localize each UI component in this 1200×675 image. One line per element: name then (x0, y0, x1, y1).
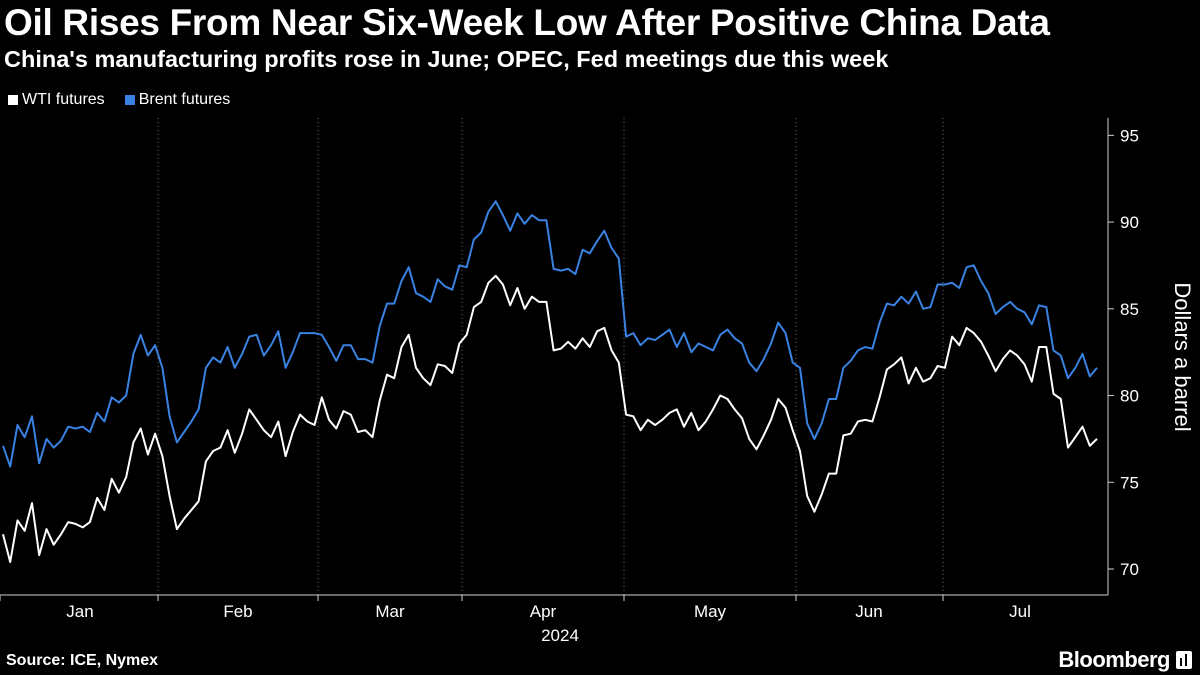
y-tick-label: 85 (1120, 300, 1139, 319)
x-year-label: 2024 (541, 626, 579, 645)
y-tick-label: 75 (1120, 473, 1139, 492)
y-tick-label: 95 (1120, 126, 1139, 145)
x-tick-label: May (694, 602, 727, 621)
legend-label-brent: Brent futures (138, 91, 231, 108)
y-tick-label: 90 (1120, 213, 1139, 232)
legend-item-brent: Brent futures (124, 91, 231, 109)
source-note: Source: ICE, Nymex (6, 652, 159, 669)
series-line-wti (2, 274, 1098, 563)
y-axis-title: Dollars a barrel (1170, 282, 1195, 431)
x-tick-label: Mar (375, 602, 405, 621)
bloomberg-logo: Bloomberg (1058, 647, 1192, 673)
legend-item-wti: WTI futures (8, 91, 105, 109)
x-tick-label: Jun (855, 602, 882, 621)
series-brent (2, 200, 1098, 468)
x-tick-label: Jan (66, 602, 93, 621)
legend-label-wti: WTI futures (22, 91, 105, 108)
legend-swatch-brent (124, 95, 135, 105)
series-line-brent (2, 200, 1098, 468)
y-tick-label: 70 (1120, 560, 1139, 579)
x-tick-label: Feb (223, 602, 252, 621)
chart-title: Oil Rises From Near Six-Week Low After P… (4, 2, 1050, 43)
y-tick-label: 80 (1120, 387, 1139, 406)
x-tick-label: Apr (530, 602, 557, 621)
bloomberg-mark-icon (1176, 651, 1192, 669)
legend: WTI futures Brent futures (8, 91, 230, 109)
series-wti (2, 274, 1098, 563)
legend-swatch-wti (8, 95, 18, 105)
x-tick-label: Jul (1009, 602, 1031, 621)
brand-name: Bloomberg (1058, 647, 1170, 672)
chart-subtitle: China's manufacturing profits rose in Ju… (4, 46, 889, 72)
